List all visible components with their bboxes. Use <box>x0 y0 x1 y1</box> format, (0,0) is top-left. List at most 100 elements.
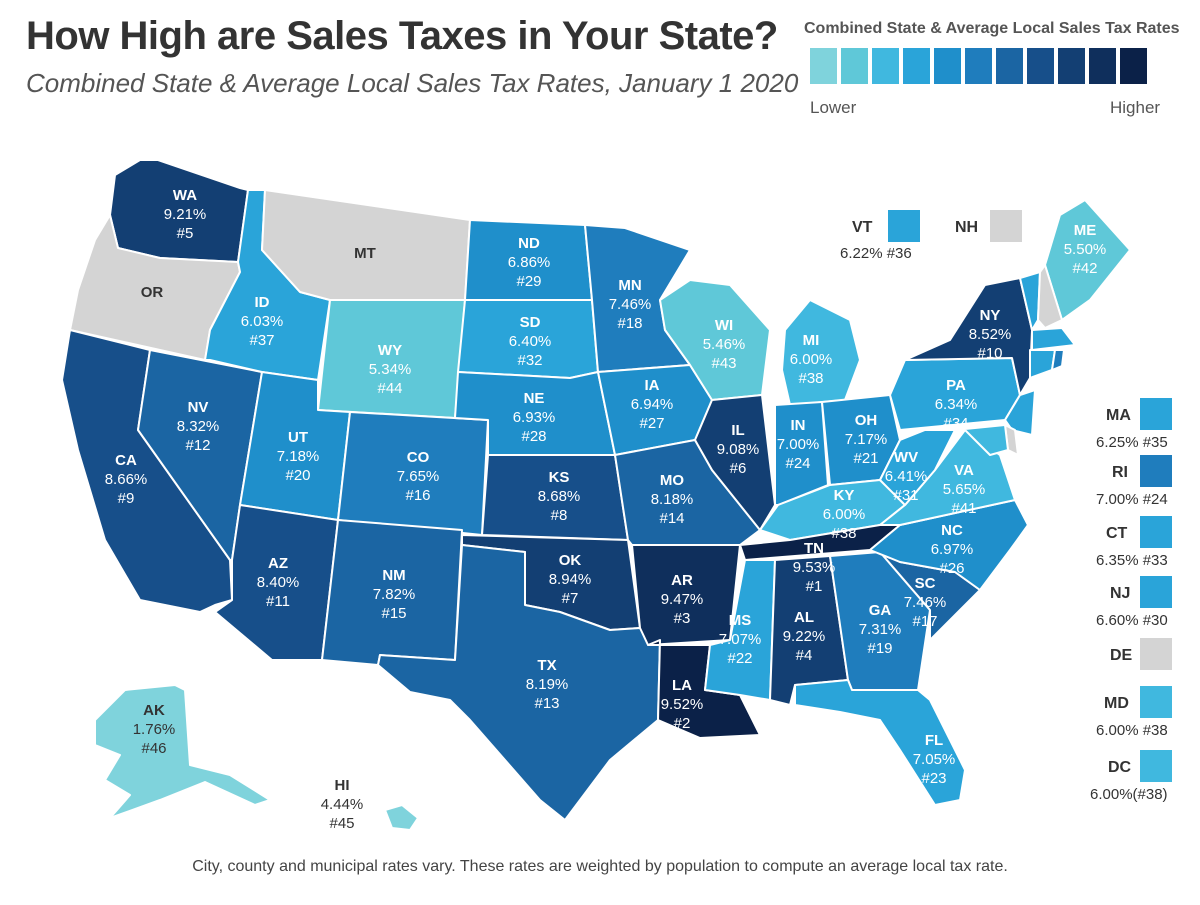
state-rank-VA: #41 <box>951 500 976 517</box>
footnote: City, county and municipal rates vary. T… <box>192 858 1008 875</box>
legend-lower-label: Lower <box>810 98 857 117</box>
state-label-ID: ID 6.03% #37 <box>241 294 284 349</box>
state-rate-CA: 8.66% <box>105 471 148 488</box>
state-label-KS: KS 8.68% #8 <box>538 469 581 524</box>
state-rank-MN: #18 <box>617 315 642 332</box>
state-abbr-WI: WI <box>715 317 733 334</box>
state-rate-KS: 8.68% <box>538 488 581 505</box>
state-label-LA: LA 9.52% #2 <box>661 677 704 732</box>
state-rate-MS: 7.07% <box>719 631 762 648</box>
state-rate-FL: 7.05% <box>913 751 956 768</box>
state-rank-NC: #26 <box>939 560 964 577</box>
dc-value: 6.00%(#38) <box>1090 786 1168 803</box>
state-label-WI: WI 5.46% #43 <box>703 317 746 372</box>
md-abbr: MD <box>1104 695 1129 712</box>
state-rank-WI: #43 <box>711 355 736 372</box>
legend-swatch-11 <box>1120 48 1147 84</box>
state-TX[interactable] <box>377 544 661 821</box>
state-rank-AL: #4 <box>796 647 813 664</box>
legend-swatch-5 <box>934 48 961 84</box>
state-rank-ME: #42 <box>1072 260 1097 277</box>
state-RI[interactable] <box>1051 349 1065 371</box>
legend-swatch-6 <box>965 48 992 84</box>
state-FL[interactable] <box>794 679 966 806</box>
state-abbr-FL: FL <box>925 732 943 749</box>
state-label-CO: CO 7.65% #16 <box>397 449 440 504</box>
state-rank-IN: #24 <box>785 455 810 472</box>
state-rate-MI: 6.00% <box>790 351 833 368</box>
state-label-IL: IL 9.08% #6 <box>717 422 760 477</box>
state-MI[interactable] <box>781 299 861 406</box>
state-label-IN: IN 7.00% #24 <box>777 417 820 472</box>
state-NH[interactable] <box>1037 264 1063 329</box>
state-label-VA: VA 5.65% #41 <box>943 462 986 517</box>
state-rank-SD: #32 <box>517 352 542 369</box>
state-label-NM: NM 7.82% #15 <box>373 567 416 622</box>
state-abbr-SD: SD <box>520 314 541 331</box>
state-AK[interactable] <box>94 684 271 819</box>
ct-value: 6.35% #33 <box>1096 552 1168 569</box>
de-external: DE <box>1110 638 1172 670</box>
state-rate-LA: 9.52% <box>661 696 704 713</box>
state-rate-AK: 1.76% <box>133 721 176 738</box>
state-label-WA: WA 9.21% #5 <box>164 187 207 242</box>
md-swatch <box>1140 686 1172 718</box>
ma-swatch <box>1140 398 1172 430</box>
ri-swatch <box>1140 455 1172 487</box>
legend-swatch-10 <box>1089 48 1116 84</box>
state-label-MI: MI 6.00% #38 <box>790 332 833 387</box>
state-rate-AZ: 8.40% <box>257 574 300 591</box>
state-label-OK: OK 8.94% #7 <box>549 552 592 607</box>
state-rate-MO: 8.18% <box>651 491 694 508</box>
md-external: MD 6.00% #38 <box>1096 686 1172 739</box>
state-label-GA: GA 7.31% #19 <box>859 602 902 657</box>
color-legend: Combined State & Average Local Sales Tax… <box>800 20 1180 117</box>
ct-swatch <box>1140 516 1172 548</box>
ma-value: 6.25% #35 <box>1096 434 1168 451</box>
state-rank-IL: #6 <box>730 460 747 477</box>
state-label-AZ: AZ 8.40% #11 <box>257 555 300 610</box>
state-rank-KY: #38 <box>831 525 856 542</box>
state-rate-SC: 7.46% <box>904 594 947 611</box>
state-rate-KY: 6.00% <box>823 506 866 523</box>
state-rank-GA: #19 <box>867 640 892 657</box>
state-abbr-WA: WA <box>173 187 197 204</box>
state-rate-AL: 9.22% <box>783 628 826 645</box>
state-abbr-AK: AK <box>143 702 165 719</box>
state-label-TX: TX 8.19% #13 <box>526 657 569 712</box>
state-MA[interactable] <box>1031 327 1076 351</box>
state-rank-WY: #44 <box>377 380 402 397</box>
state-abbr-ME: ME <box>1074 222 1097 239</box>
state-AR[interactable] <box>631 544 741 646</box>
state-rank-OK: #7 <box>562 590 579 607</box>
state-abbr-CA: CA <box>115 452 137 469</box>
state-NJ[interactable] <box>1004 389 1036 436</box>
state-rank-FL: #23 <box>921 770 946 787</box>
state-rank-MI: #38 <box>798 370 823 387</box>
state-label-FL: FL 7.05% #23 <box>913 732 956 787</box>
state-abbr-GA: GA <box>869 602 892 619</box>
state-rate-UT: 7.18% <box>277 448 320 465</box>
state-rank-MS: #22 <box>727 650 752 667</box>
state-rate-PA: 6.34% <box>935 396 978 413</box>
state-MD[interactable] <box>954 424 1009 456</box>
de-swatch <box>1140 638 1172 670</box>
state-CT[interactable] <box>1029 349 1056 379</box>
state-rate-GA: 7.31% <box>859 621 902 638</box>
state-abbr-IL: IL <box>731 422 744 439</box>
state-HI[interactable] <box>384 804 419 831</box>
state-rate-ME: 5.50% <box>1064 241 1107 258</box>
nh-swatch <box>990 210 1022 242</box>
state-rank-WA: #5 <box>177 225 194 242</box>
state-WY[interactable] <box>317 299 466 419</box>
state-abbr-NM: NM <box>382 567 405 584</box>
state-rate-VA: 5.65% <box>943 481 986 498</box>
state-abbr-PA: PA <box>946 377 966 394</box>
state-rank-NV: #12 <box>185 437 210 454</box>
state-rank-UT: #20 <box>285 467 310 484</box>
state-abbr-UT: UT <box>288 429 308 446</box>
state-rank-TN: #1 <box>806 578 823 595</box>
state-abbr-OR: OR <box>141 284 164 301</box>
legend-swatch-2 <box>841 48 868 84</box>
